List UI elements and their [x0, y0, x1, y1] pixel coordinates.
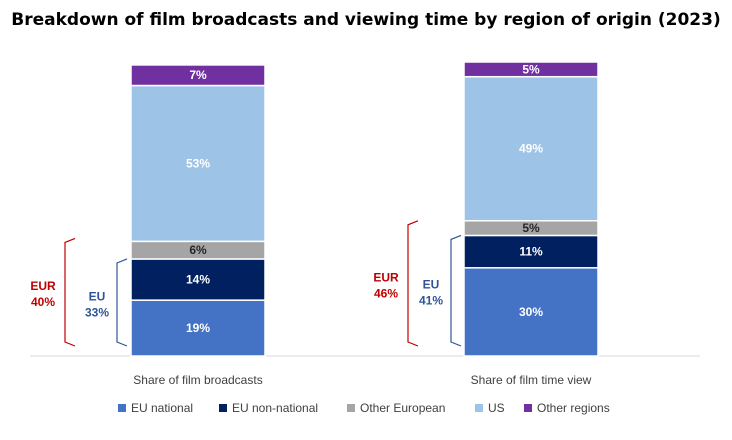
data-label-us-2: 49% — [519, 142, 543, 156]
group-name-eu-1: EU — [89, 289, 106, 303]
bar-eu-non-national-1 — [130, 258, 266, 301]
bar-other-regions-1 — [130, 64, 266, 87]
legend-label-other-regions: Other regions — [537, 401, 610, 415]
legend-swatch-other-regions — [524, 404, 532, 412]
bar-eu-national-1 — [130, 299, 266, 357]
data-label-other-regions-2: 5% — [522, 62, 540, 76]
data-label-eu-national-1: 19% — [186, 321, 210, 335]
bar-other-regions-2 — [463, 61, 599, 78]
category-labels: Share of film broadcasts Share of film ti… — [133, 373, 591, 387]
chart-title: Breakdown of film broadcasts and viewing… — [11, 10, 720, 30]
data-label-other-european-2: 5% — [522, 221, 540, 235]
data-label-eu-non-national-2: 11% — [519, 245, 543, 259]
group-value-eur-1: 40% — [31, 295, 55, 309]
data-label-us-1: 53% — [186, 156, 210, 170]
group-name-eur-1: EUR — [30, 279, 56, 293]
data-label-other-european-1: 6% — [189, 243, 207, 257]
bar-eu-national-2 — [463, 267, 599, 357]
group-name-eur-2: EUR — [373, 270, 399, 284]
legend-label-other-european: Other European — [360, 401, 445, 415]
legend-swatch-other-european — [347, 404, 355, 412]
bar-us-2 — [463, 75, 599, 222]
legend-label-eu-non-national: EU non-national — [232, 401, 318, 415]
bar-eu-non-national-2 — [463, 234, 599, 269]
legend-swatch-us — [475, 404, 483, 412]
data-label-eu-non-national-1: 14% — [186, 273, 210, 287]
legend: EU national EU non-national Other European… — [118, 401, 610, 415]
group-brackets: EUR 40% EU 33% EUR 46% EU 41% — [30, 220, 462, 347]
bracket-eur-2 — [407, 220, 419, 347]
group-value-eur-2: 46% — [374, 286, 398, 300]
group-value-eu-2: 41% — [419, 294, 443, 308]
legend-label-us: US — [488, 401, 505, 415]
category-label-2: Share of film time view — [471, 373, 592, 387]
bracket-eur-1 — [64, 237, 76, 347]
legend-swatch-eu-national — [118, 404, 126, 412]
data-label-eu-national-2: 30% — [519, 305, 543, 319]
legend-label-eu-national: EU national — [131, 401, 193, 415]
group-name-eu-2: EU — [423, 278, 440, 292]
bars: 19% 14% 6% 53% 7% 30% 11% 5% 49% 5% — [130, 61, 599, 357]
data-label-other-regions-1: 7% — [189, 68, 207, 82]
legend-swatch-eu-non-national — [219, 404, 227, 412]
category-label-1: Share of film broadcasts — [133, 373, 262, 387]
group-value-eu-1: 33% — [85, 305, 109, 319]
bracket-eu-2 — [450, 234, 462, 347]
bar-us-1 — [130, 84, 266, 243]
bracket-eu-1 — [116, 258, 128, 347]
